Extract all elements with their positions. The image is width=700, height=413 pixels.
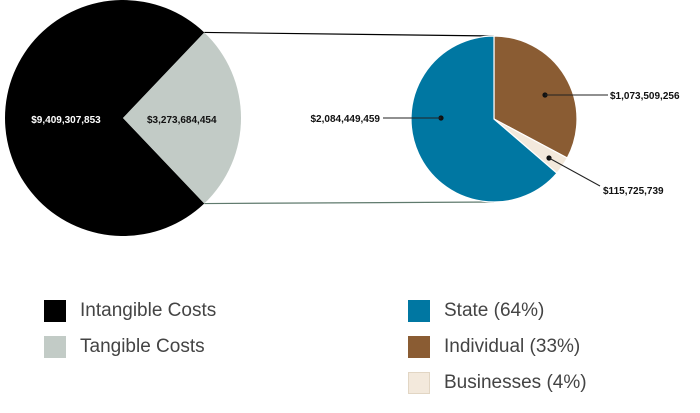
legend-cost-type: Intangible Costs Tangible Costs (44, 298, 216, 370)
legend-swatch (408, 372, 430, 394)
legend-label: Businesses (4%) (444, 372, 587, 393)
legend-item-tangible: Tangible Costs (44, 334, 216, 360)
legend-item-individual: Individual (33%) (408, 334, 587, 360)
legend-label: State (64%) (444, 300, 545, 321)
legend-label: Intangible Costs (80, 300, 217, 321)
legend-payer: State (64%) Individual (33%) Businesses … (408, 298, 587, 406)
main-pie (5, 0, 241, 236)
connector-line-bottom (204, 201, 495, 205)
data-label-intangible: $9,409,307,853 (31, 115, 101, 126)
slice-tangible-costs (123, 32, 241, 204)
slice-state (410, 35, 558, 203)
connector-lines (204, 31, 495, 205)
data-label-businesses: $115,725,739 (603, 186, 664, 197)
connector-line-top (204, 31, 495, 37)
legend-swatch (44, 336, 66, 358)
slice-intangible-costs (5, 0, 205, 236)
legend-swatch (408, 300, 430, 322)
legend-label: Individual (33%) (444, 336, 581, 357)
legend-swatch (408, 336, 430, 358)
data-labels: $9,409,307,853 $3,273,684,454 $2,084,449,4… (31, 91, 680, 197)
data-label-individual: $1,073,509,256 (610, 91, 680, 102)
legend-item-state: State (64%) (408, 298, 587, 324)
breakdown-pie (410, 35, 578, 203)
legend-label: Tangible Costs (80, 336, 205, 357)
leader-line-businesses (548, 157, 601, 187)
legend-item-businesses: Businesses (4%) (408, 370, 587, 396)
data-label-tangible: $3,273,684,454 (147, 115, 217, 126)
legend-swatch (44, 300, 66, 322)
slice-individual (493, 35, 578, 159)
data-label-state: $2,084,449,459 (310, 114, 380, 125)
legend-item-intangible: Intangible Costs (44, 298, 216, 324)
